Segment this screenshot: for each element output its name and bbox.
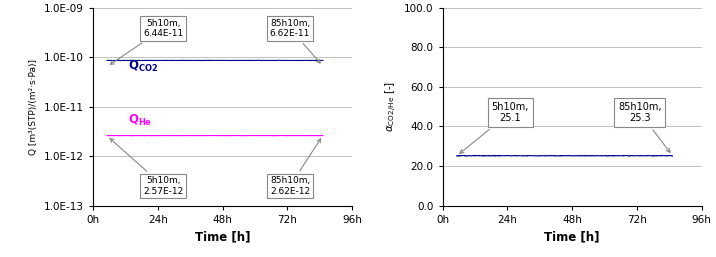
Text: 85h10m,
2.62E-12: 85h10m, 2.62E-12 (270, 139, 321, 196)
Text: 5h10m,
25.1: 5h10m, 25.1 (460, 102, 529, 153)
Text: 85h10m,
25.3: 85h10m, 25.3 (618, 102, 670, 152)
Text: Q$_{\mathregular{He}}$: Q$_{\mathregular{He}}$ (128, 113, 153, 128)
Text: 85h10m,
6.62E-11: 85h10m, 6.62E-11 (270, 19, 320, 63)
Y-axis label: Q [m³(STP)/(m²·s·Pa)]: Q [m³(STP)/(m²·s·Pa)] (29, 59, 39, 155)
Text: 5h10m,
2.57E-12: 5h10m, 2.57E-12 (110, 139, 183, 196)
X-axis label: Time [h]: Time [h] (195, 230, 251, 243)
Text: Q$_{\mathregular{CO2}}$: Q$_{\mathregular{CO2}}$ (128, 59, 158, 74)
Y-axis label: $\alpha_{\mathregular{CO2/He}}$ [-]: $\alpha_{\mathregular{CO2/He}}$ [-] (384, 81, 399, 132)
Text: 5h10m,
6.44E-11: 5h10m, 6.44E-11 (110, 19, 183, 65)
X-axis label: Time [h]: Time [h] (544, 230, 600, 243)
